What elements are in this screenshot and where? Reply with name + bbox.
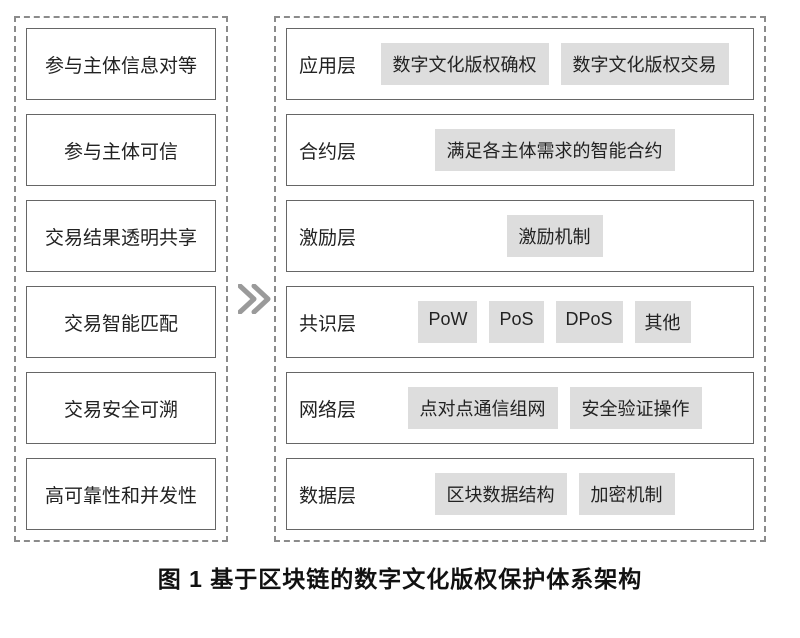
right-column: 应用层 数字文化版权确权 数字文化版权交易 合约层 满足各主体需求的智能合约 激… (274, 16, 766, 542)
tag: PoW (418, 301, 477, 343)
layer-row-network: 网络层 点对点通信组网 安全验证操作 (286, 372, 754, 444)
layer-tags: 满足各主体需求的智能合约 (368, 129, 741, 171)
left-item: 参与主体可信 (26, 114, 216, 186)
left-item: 高可靠性和并发性 (26, 458, 216, 530)
tag: 安全验证操作 (570, 387, 702, 429)
tag: 其他 (635, 301, 691, 343)
layer-label: 应用层 (299, 51, 356, 78)
double-chevron-arrow-icon (238, 282, 280, 316)
layer-label: 合约层 (299, 137, 356, 164)
tag: 区块数据结构 (435, 473, 567, 515)
diagram: 参与主体信息对等 参与主体可信 交易结果透明共享 交易智能匹配 交易安全可溯 高… (0, 0, 800, 542)
tag: 数字文化版权交易 (561, 43, 729, 85)
layer-tags: 区块数据结构 加密机制 (368, 473, 741, 515)
layer-label: 共识层 (299, 309, 356, 336)
layer-row-data: 数据层 区块数据结构 加密机制 (286, 458, 754, 530)
left-item: 参与主体信息对等 (26, 28, 216, 100)
tag: 激励机制 (507, 215, 603, 257)
tag: 满足各主体需求的智能合约 (435, 129, 675, 171)
layer-row-consensus: 共识层 PoW PoS DPoS 其他 (286, 286, 754, 358)
layer-tags: 点对点通信组网 安全验证操作 (368, 387, 741, 429)
tag: DPoS (556, 301, 623, 343)
layer-tags: 激励机制 (368, 215, 741, 257)
layer-label: 激励层 (299, 223, 356, 250)
tag: 数字文化版权确权 (381, 43, 549, 85)
layer-row-contract: 合约层 满足各主体需求的智能合约 (286, 114, 754, 186)
left-column: 参与主体信息对等 参与主体可信 交易结果透明共享 交易智能匹配 交易安全可溯 高… (14, 16, 228, 542)
tag: 点对点通信组网 (408, 387, 558, 429)
left-item: 交易智能匹配 (26, 286, 216, 358)
layer-tags: 数字文化版权确权 数字文化版权交易 (368, 43, 741, 85)
layer-label: 数据层 (299, 481, 356, 508)
left-item: 交易结果透明共享 (26, 200, 216, 272)
left-item: 交易安全可溯 (26, 372, 216, 444)
tag: 加密机制 (579, 473, 675, 515)
layer-row-incentive: 激励层 激励机制 (286, 200, 754, 272)
tag: PoS (489, 301, 543, 343)
layer-row-application: 应用层 数字文化版权确权 数字文化版权交易 (286, 28, 754, 100)
layer-tags: PoW PoS DPoS 其他 (368, 301, 741, 343)
layer-label: 网络层 (299, 395, 356, 422)
figure-caption: 图 1 基于区块链的数字文化版权保护体系架构 (0, 560, 800, 594)
